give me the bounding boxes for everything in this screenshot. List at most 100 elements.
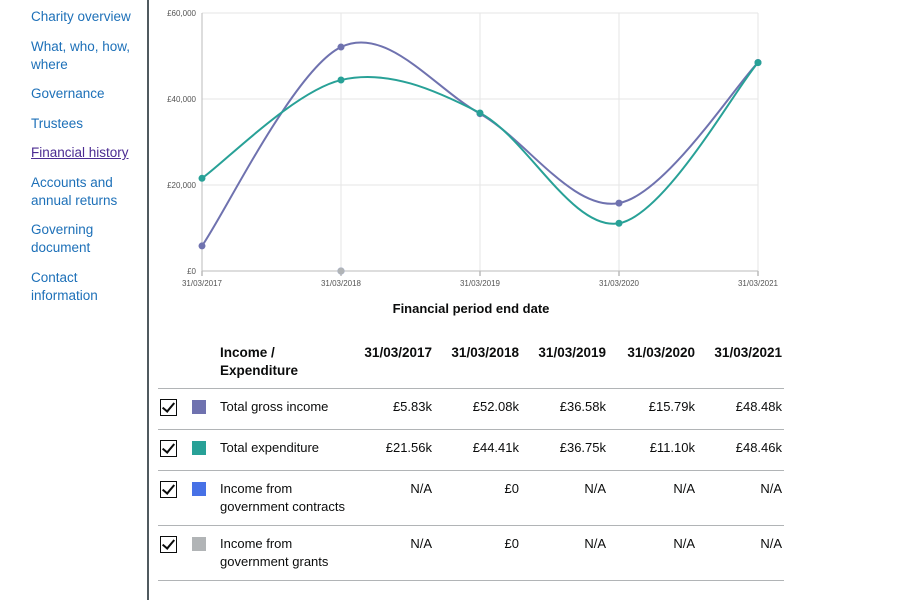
- sidebar-link-governing-document[interactable]: Governing document: [31, 222, 94, 255]
- row-value: £36.58k: [559, 399, 606, 414]
- sidebar-item-charity-overview: Charity overview: [31, 8, 146, 26]
- header-col-2021: 31/03/2021: [714, 345, 782, 360]
- row-value: N/A: [760, 536, 782, 551]
- sidebar-divider: [147, 0, 149, 600]
- sidebar-nav: Charity overview What, who, how, where G…: [0, 0, 148, 600]
- row-value: N/A: [673, 536, 695, 551]
- sidebar-link-financial-history[interactable]: Financial history: [31, 145, 129, 160]
- chart-axes: £0 £20,000 £40,000 £60,000 31/03/2017 31/03/2…: [167, 9, 778, 288]
- row-label: Total expenditure: [220, 440, 320, 455]
- x-tick-label: 31/03/2019: [460, 279, 501, 288]
- series-color-swatch: [192, 482, 206, 496]
- header-label: Income / Expenditure: [220, 345, 299, 378]
- financial-history-chart: £0 £20,000 £40,000 £60,000 31/03/2017 31/03/2…: [150, 0, 900, 330]
- sidebar-link-trustees[interactable]: Trustees: [31, 115, 84, 131]
- x-tick-label: 31/03/2017: [182, 279, 223, 288]
- row-value: £11.10k: [649, 440, 695, 455]
- table-row: Total gross income £5.83k £52.08k £36.58…: [158, 388, 784, 430]
- sidebar-link-charity-overview[interactable]: Charity overview: [31, 9, 131, 24]
- row-value: £48.48k: [735, 399, 782, 414]
- row-swatch-cell: [190, 430, 218, 471]
- table-body: Total gross income £5.83k £52.08k £36.58…: [158, 388, 784, 581]
- row-value: N/A: [760, 481, 782, 496]
- data-point: [337, 76, 345, 84]
- row-value: £52.08k: [472, 399, 519, 414]
- chart-points: [198, 43, 762, 275]
- row-value: N/A: [584, 481, 606, 496]
- table-row: Income from government grants N/A £0 N/A…: [158, 525, 784, 581]
- row-value: £36.75k: [559, 440, 606, 455]
- header-checkbox-col: [158, 340, 190, 389]
- series-checkbox[interactable]: [160, 440, 177, 457]
- header-col-2017: 31/03/2017: [364, 345, 432, 360]
- row-checkbox-cell: [158, 526, 190, 581]
- series-checkbox[interactable]: [160, 536, 177, 553]
- row-value: £5.83k: [392, 399, 432, 414]
- chart-grid: [201, 12, 759, 272]
- table-header-row: Income / Expenditure 31/03/2017 31/03/20…: [158, 340, 784, 389]
- x-tick-label: 31/03/2021: [738, 279, 779, 288]
- x-tick-label: 31/03/2020: [599, 279, 640, 288]
- y-tick-label: £20,000: [167, 181, 196, 190]
- series-color-swatch: [192, 537, 206, 551]
- data-point: [198, 242, 206, 250]
- row-value: £48.46k: [735, 440, 782, 455]
- data-point: [198, 174, 206, 182]
- row-value: N/A: [584, 536, 606, 551]
- header-swatch-col: [190, 340, 218, 389]
- sidebar-list: Charity overview What, who, how, where G…: [31, 8, 146, 316]
- row-swatch-cell: [190, 389, 218, 430]
- series-color-swatch: [192, 400, 206, 414]
- sidebar-item-accounts: Accounts and annual returns: [31, 174, 146, 210]
- data-point: [337, 43, 345, 51]
- row-value: £0: [504, 481, 519, 496]
- header-col-2019: 31/03/2019: [538, 345, 606, 360]
- row-checkbox-cell: [158, 430, 190, 471]
- data-point: [337, 267, 345, 275]
- x-axis-title: Financial period end date: [393, 301, 550, 316]
- row-value: £0: [504, 536, 519, 551]
- x-tick-label: 31/03/2018: [321, 279, 362, 288]
- sidebar-link-accounts[interactable]: Accounts and annual returns: [31, 174, 118, 208]
- row-label: Total gross income: [220, 399, 329, 414]
- row-value: £15.79k: [648, 399, 695, 414]
- row-checkbox-cell: [158, 471, 190, 526]
- row-swatch-cell: [190, 471, 218, 526]
- row-value: £21.56k: [385, 440, 432, 455]
- financial-table: Income / Expenditure 31/03/2017 31/03/20…: [158, 340, 784, 581]
- sidebar-item-trustees: Trustees: [31, 115, 146, 133]
- row-value: N/A: [410, 536, 432, 551]
- y-tick-label: £40,000: [167, 95, 196, 104]
- sidebar-item-governing-document: Governing document: [31, 221, 146, 257]
- table-row: Income from government contracts N/A £0 …: [158, 470, 784, 526]
- table-head: Income / Expenditure 31/03/2017 31/03/20…: [158, 340, 784, 389]
- row-value: N/A: [673, 481, 695, 496]
- header-col-2020: 31/03/2020: [627, 345, 695, 360]
- y-tick-label: £0: [187, 267, 196, 276]
- series-line: [201, 61, 759, 225]
- y-tick-label: £60,000: [167, 9, 196, 18]
- sidebar-item-contact: Contact information: [31, 269, 146, 305]
- row-checkbox-cell: [158, 389, 190, 430]
- sidebar-item-what-who-how-where: What, who, how, where: [31, 38, 146, 74]
- financial-table-wrap: Income / Expenditure 31/03/2017 31/03/20…: [158, 340, 784, 581]
- data-point: [476, 109, 484, 117]
- series-checkbox[interactable]: [160, 481, 177, 498]
- row-swatch-cell: [190, 526, 218, 581]
- data-point: [754, 59, 762, 67]
- sidebar-item-financial-history: Financial history: [31, 144, 146, 162]
- sidebar-link-what-who-how-where[interactable]: What, who, how, where: [31, 38, 131, 72]
- header-col-2018: 31/03/2018: [451, 345, 519, 360]
- table-row: Total expenditure £21.56k £44.41k £36.75…: [158, 429, 784, 471]
- sidebar-link-contact[interactable]: Contact information: [31, 269, 98, 303]
- row-label: Income from government grants: [220, 536, 329, 569]
- sidebar-link-governance[interactable]: Governance: [31, 86, 105, 101]
- sidebar-item-governance: Governance: [31, 85, 146, 103]
- series-color-swatch: [192, 441, 206, 455]
- series-checkbox[interactable]: [160, 399, 177, 416]
- row-value: £44.41k: [472, 440, 519, 455]
- data-point: [615, 219, 623, 227]
- row-label: Income from government contracts: [220, 481, 346, 514]
- data-point: [615, 199, 623, 207]
- chart-svg: £0 £20,000 £40,000 £60,000 31/03/2017 31/03/2…: [167, 9, 778, 316]
